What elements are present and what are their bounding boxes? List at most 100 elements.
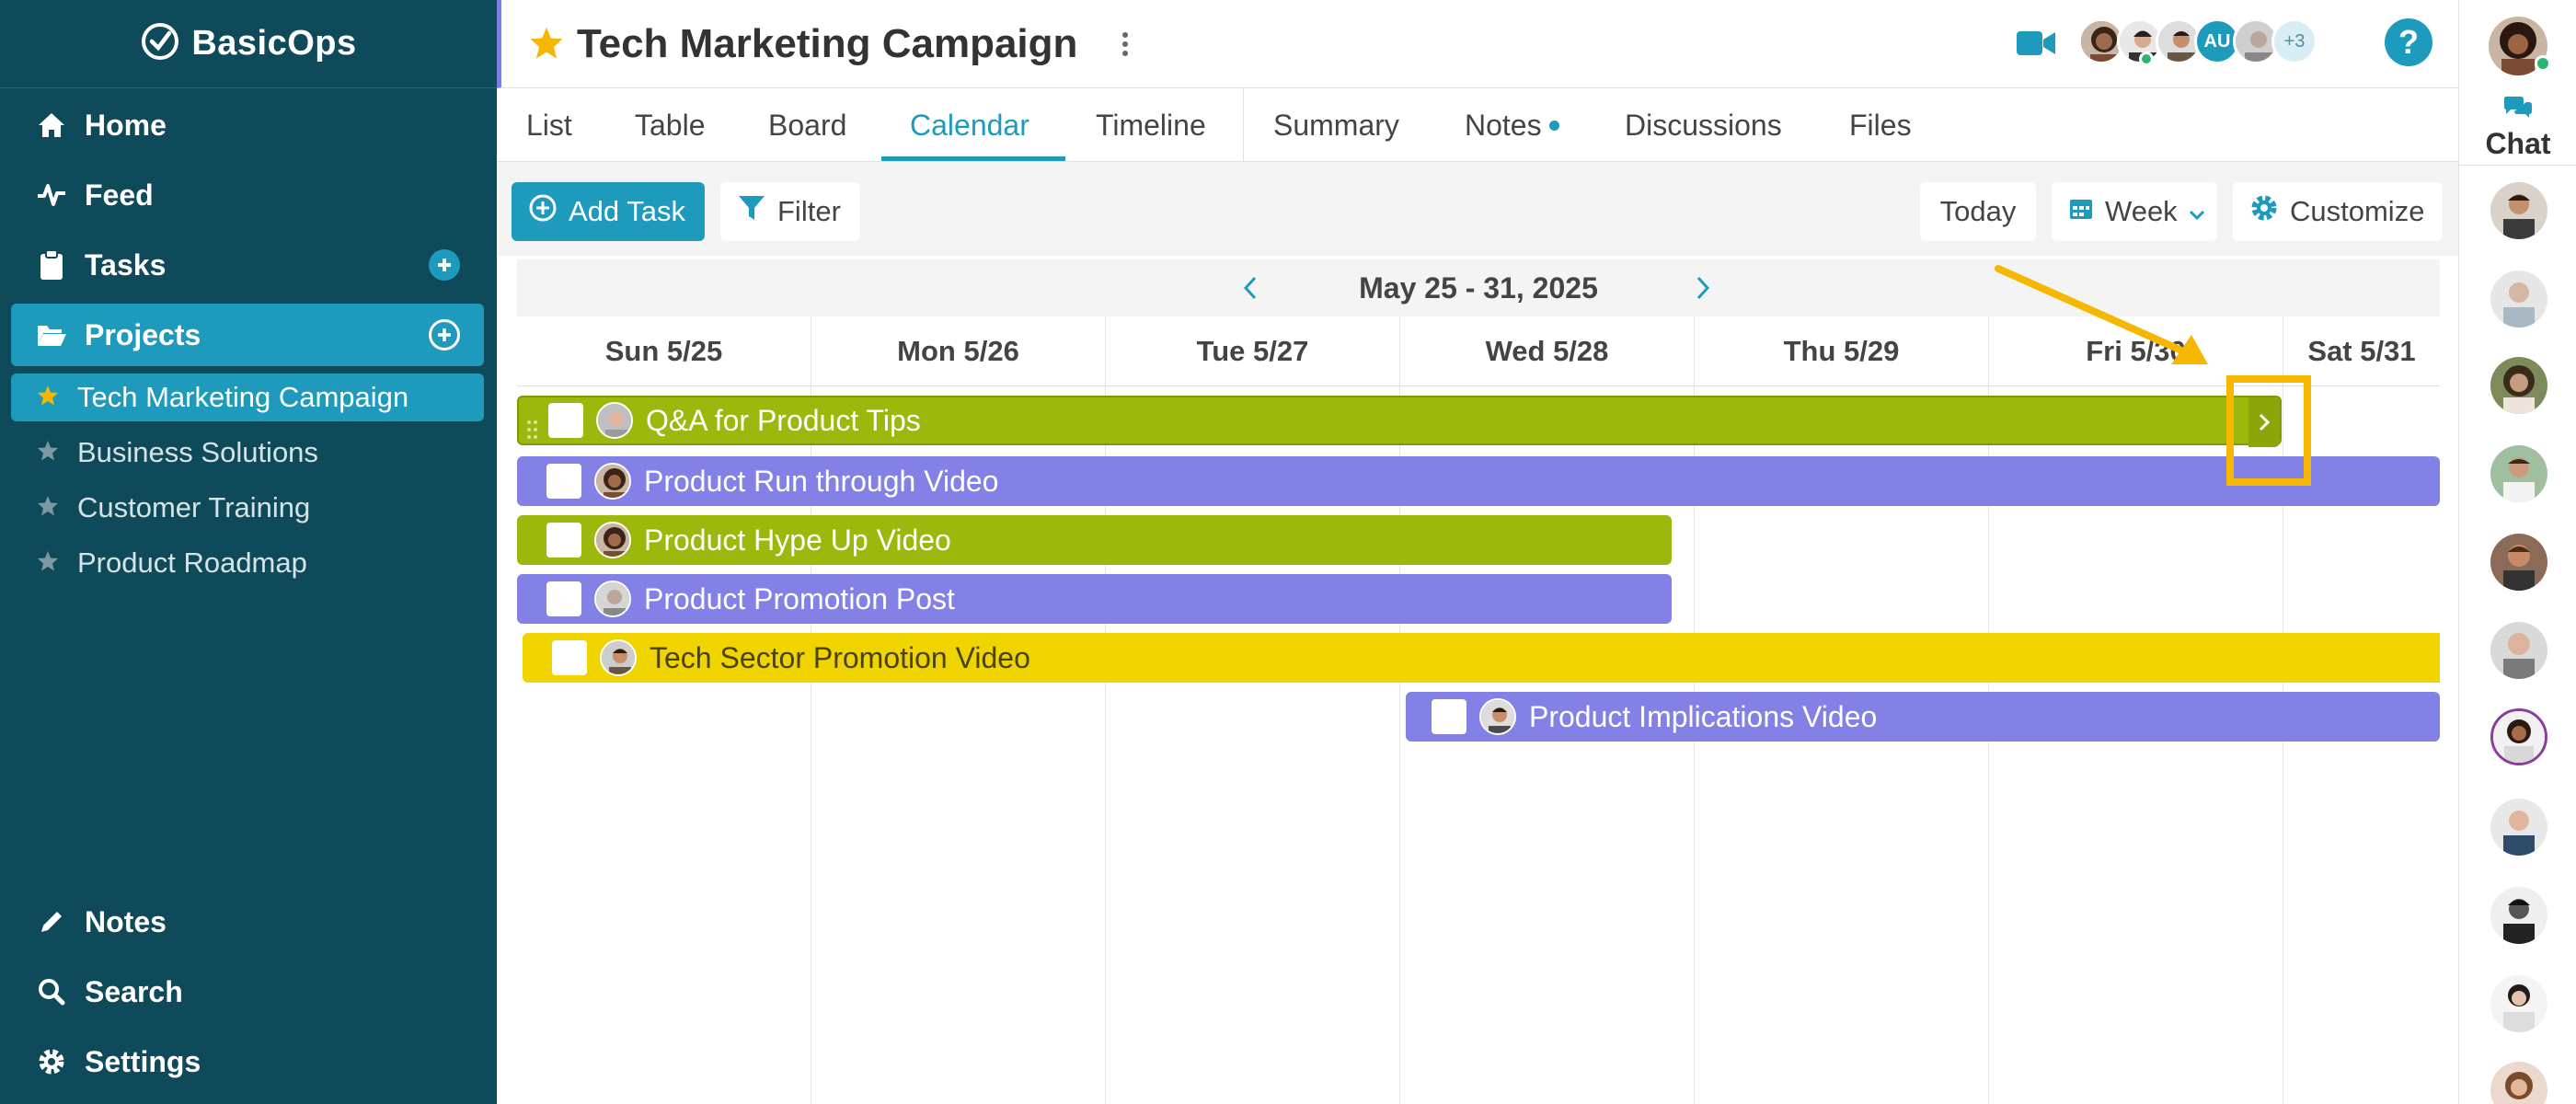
clipboard-icon: [35, 248, 68, 282]
task-title: Product Implications Video: [1529, 699, 1878, 733]
add-task-plus-button[interactable]: [429, 249, 460, 281]
tab-timeline[interactable]: Timeline: [1096, 108, 1206, 142]
tab-board[interactable]: Board: [768, 108, 847, 142]
add-task-button[interactable]: Add Task: [512, 182, 705, 241]
chat-contact-avatar[interactable]: [2490, 1062, 2547, 1104]
task-bar[interactable]: Product Run through Video: [517, 456, 2440, 506]
customize-label: Customize: [2290, 195, 2425, 227]
project-label: Customer Training: [77, 491, 311, 523]
member-avatar[interactable]: [2078, 18, 2124, 64]
tab-table[interactable]: Table: [635, 108, 706, 142]
task-checkbox[interactable]: [1432, 699, 1466, 734]
task-bar[interactable]: Product Hype Up Video: [517, 515, 1672, 565]
task-bar[interactable]: Tech Sector Promotion Video: [523, 633, 2440, 683]
chat-rail: Chat: [2458, 0, 2576, 1104]
filter-icon: [737, 193, 766, 230]
nav-notes[interactable]: Notes: [11, 891, 484, 953]
nav-settings-label: Settings: [85, 1044, 201, 1078]
nav-projects[interactable]: Projects: [11, 304, 484, 366]
chat-contact-avatar[interactable]: [2490, 708, 2547, 765]
tab-files[interactable]: Files: [1849, 108, 1912, 142]
chat-toggle[interactable]: Chat: [2459, 92, 2576, 166]
brand[interactable]: BasicOps: [0, 0, 497, 88]
tab-summary[interactable]: Summary: [1273, 108, 1399, 142]
more-members-badge[interactable]: +3: [2271, 18, 2317, 64]
day-header: Sun 5/25: [604, 335, 723, 367]
nav-settings[interactable]: Settings: [11, 1030, 484, 1093]
project-item-customer-training[interactable]: Customer Training: [11, 484, 484, 532]
basicops-logo-icon: [140, 21, 180, 66]
project-members[interactable]: AU +3: [2078, 18, 2317, 64]
pencil-icon: [35, 905, 68, 938]
assignee-avatar: [596, 402, 633, 439]
project-item-business-solutions[interactable]: Business Solutions: [11, 429, 484, 477]
chat-contact-avatar[interactable]: [2490, 799, 2547, 856]
day-header: Tue 5/27: [1196, 335, 1309, 367]
task-checkbox[interactable]: [546, 464, 581, 499]
tab-list[interactable]: List: [526, 108, 572, 142]
task-checkbox[interactable]: [546, 523, 581, 558]
nav-home-label: Home: [85, 108, 167, 142]
customize-button[interactable]: Customize: [2233, 182, 2443, 241]
annotation-arrow: [1995, 265, 2208, 364]
next-week-chevron-icon[interactable]: [1687, 272, 1719, 304]
chat-contact-avatar[interactable]: [2490, 357, 2547, 414]
online-status-dot: [2535, 55, 2551, 72]
chat-contact-avatar[interactable]: [2490, 445, 2547, 502]
day-divider: [1105, 316, 1106, 1104]
view-select-label: Week: [2105, 195, 2178, 227]
filter-button[interactable]: Filter: [720, 182, 860, 241]
today-button[interactable]: Today: [1920, 182, 2036, 241]
unread-dot: [1548, 120, 1559, 131]
calendar-icon: [2068, 195, 2094, 228]
folder-open-icon: [35, 318, 68, 351]
project-item-tech-marketing-campaign[interactable]: Tech Marketing Campaign: [11, 374, 484, 421]
video-call-icon[interactable]: [2016, 28, 2056, 63]
member-avatar[interactable]: [2233, 18, 2279, 64]
task-bar[interactable]: Q&A for Product Tips: [517, 396, 2282, 447]
more-options-icon[interactable]: [1120, 26, 1131, 67]
member-initials-avatar[interactable]: AU: [2194, 18, 2240, 64]
chat-contact-avatar[interactable]: [2490, 182, 2547, 239]
filter-label: Filter: [777, 195, 841, 227]
gear-icon: [35, 1045, 68, 1078]
task-bar[interactable]: Product Implications Video: [1406, 692, 2440, 742]
calendar-toolbar: Add Task Filter Today Week Customize: [497, 162, 2458, 256]
favorite-star-icon[interactable]: [529, 26, 564, 65]
nav-feed-label: Feed: [85, 178, 154, 212]
chat-contact-avatar[interactable]: [2490, 270, 2547, 328]
assignee-avatar: [594, 463, 631, 500]
drag-handle-icon[interactable]: [526, 413, 539, 447]
tab-notes[interactable]: Notes: [1465, 88, 1559, 162]
chat-contact-avatar[interactable]: [2490, 534, 2547, 591]
task-bar[interactable]: Product Promotion Post: [517, 574, 1672, 624]
tab-calendar[interactable]: Calendar: [910, 108, 1029, 142]
chat-bubble-icon: [2502, 93, 2534, 127]
add-project-plus-button[interactable]: [429, 319, 460, 351]
task-checkbox[interactable]: [548, 403, 583, 438]
nav-tasks-label: Tasks: [85, 247, 167, 282]
chat-contact-avatar[interactable]: [2490, 975, 2547, 1032]
nav-search-label: Search: [85, 974, 183, 1008]
day-header: Sat 5/31: [2307, 335, 2416, 367]
chevron-right-icon[interactable]: [2248, 397, 2280, 447]
brand-name: BasicOps: [191, 24, 357, 63]
nav-search[interactable]: Search: [11, 960, 484, 1023]
assignee-avatar: [594, 581, 631, 617]
chat-contact-avatar[interactable]: [2490, 887, 2547, 944]
nav-tasks[interactable]: Tasks: [11, 234, 484, 296]
task-checkbox[interactable]: [552, 640, 587, 675]
nav-feed[interactable]: Feed: [11, 164, 484, 226]
help-button[interactable]: ?: [2385, 18, 2432, 66]
tab-discussions[interactable]: Discussions: [1625, 108, 1782, 142]
view-select[interactable]: Week: [2052, 182, 2217, 241]
task-title: Q&A for Product Tips: [646, 403, 921, 437]
star-icon: [37, 546, 59, 580]
nav-home[interactable]: Home: [11, 94, 484, 156]
project-item-product-roadmap[interactable]: Product Roadmap: [11, 539, 484, 587]
task-checkbox[interactable]: [546, 581, 581, 616]
prev-week-chevron-icon[interactable]: [1235, 272, 1266, 304]
chevron-down-icon: [2189, 195, 2205, 228]
active-tab-indicator: [881, 156, 1065, 161]
chat-contact-avatar[interactable]: [2490, 622, 2547, 679]
